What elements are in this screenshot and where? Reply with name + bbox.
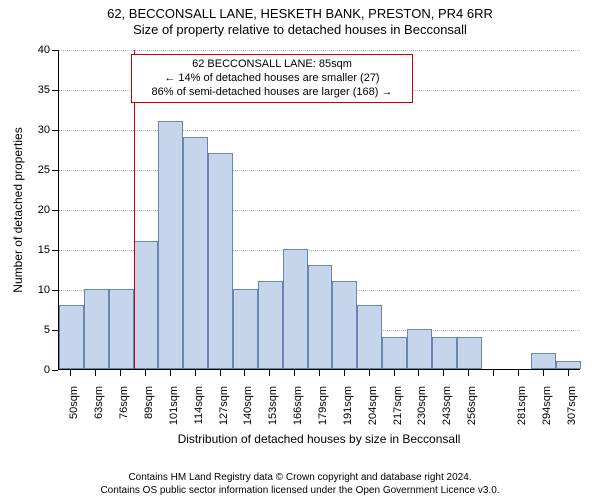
x-tick-label: 281sqm — [516, 386, 528, 425]
x-axis-title: Distribution of detached houses by size … — [178, 432, 461, 446]
x-tick — [120, 370, 121, 376]
x-tick-label: 243sqm — [441, 386, 453, 425]
x-tick-label: 127sqm — [218, 386, 230, 425]
x-tick-label: 179sqm — [317, 386, 329, 425]
x-tick — [220, 370, 221, 376]
histogram-bar — [382, 337, 407, 369]
y-tick — [52, 50, 58, 51]
footer-attribution: Contains HM Land Registry data © Crown c… — [0, 472, 600, 497]
y-tick-label: 35 — [38, 84, 50, 96]
x-tick-label: 217sqm — [392, 386, 404, 425]
y-tick-label: 30 — [38, 124, 50, 136]
histogram-bar — [59, 305, 84, 369]
histogram-bar — [531, 353, 556, 369]
grid-line — [59, 50, 580, 51]
x-tick-label: 204sqm — [367, 386, 379, 425]
x-tick — [269, 370, 270, 376]
x-tick — [394, 370, 395, 376]
x-tick-label: 191sqm — [342, 386, 354, 425]
title-block: 62, BECCONSALL LANE, HESKETH BANK, PREST… — [0, 0, 600, 39]
x-tick-label: 256sqm — [466, 386, 478, 425]
x-tick — [518, 370, 519, 376]
histogram-bar — [233, 289, 258, 369]
y-tick — [52, 170, 58, 171]
histogram-bar — [407, 329, 432, 369]
histogram-bar — [283, 249, 308, 369]
y-tick-label: 20 — [38, 204, 50, 216]
title-line-1: 62, BECCONSALL LANE, HESKETH BANK, PREST… — [0, 6, 600, 22]
footer-line-2: Contains OS public sector information li… — [0, 485, 600, 498]
x-tick — [468, 370, 469, 376]
y-tick-label: 40 — [38, 44, 50, 56]
y-tick-label: 5 — [44, 324, 50, 336]
grid-line — [59, 170, 580, 171]
histogram-bar — [84, 289, 109, 369]
annotation-line: 62 BECCONSALL LANE: 85sqm — [138, 58, 406, 72]
histogram-bar — [332, 281, 357, 369]
y-axis-title: Number of detached properties — [11, 127, 25, 292]
histogram-bar — [208, 153, 233, 369]
x-tick — [418, 370, 419, 376]
x-tick — [70, 370, 71, 376]
annotation-line: ← 14% of detached houses are smaller (27… — [138, 72, 406, 86]
x-tick-label: 50sqm — [68, 386, 80, 419]
x-tick-label: 140sqm — [242, 386, 254, 425]
x-tick-label: 63sqm — [93, 386, 105, 419]
histogram-bar — [183, 137, 208, 369]
x-tick — [543, 370, 544, 376]
chart-container: 62, BECCONSALL LANE, HESKETH BANK, PREST… — [0, 0, 600, 500]
y-tick — [52, 370, 58, 371]
x-tick — [170, 370, 171, 376]
histogram-bar — [357, 305, 382, 369]
y-tick-label: 15 — [38, 244, 50, 256]
grid-line — [59, 130, 580, 131]
annotation-line: 86% of semi-detached houses are larger (… — [138, 86, 406, 100]
x-tick — [195, 370, 196, 376]
y-tick-label: 25 — [38, 164, 50, 176]
footer-line-1: Contains HM Land Registry data © Crown c… — [0, 472, 600, 485]
histogram-bar — [457, 337, 482, 369]
x-tick — [568, 370, 569, 376]
annotation-box: 62 BECCONSALL LANE: 85sqm← 14% of detach… — [131, 54, 413, 103]
y-tick — [52, 250, 58, 251]
histogram-bar — [432, 337, 457, 369]
y-tick — [52, 290, 58, 291]
x-tick — [369, 370, 370, 376]
x-tick-label: 114sqm — [193, 386, 205, 424]
histogram-plot: 62 BECCONSALL LANE: 85sqm← 14% of detach… — [58, 50, 580, 370]
x-tick-label: 101sqm — [168, 386, 180, 425]
y-tick — [52, 210, 58, 211]
histogram-bar — [158, 121, 183, 369]
x-tick-label: 89sqm — [143, 386, 155, 419]
x-tick — [443, 370, 444, 376]
x-tick-label: 153sqm — [267, 386, 279, 425]
x-tick — [95, 370, 96, 376]
x-tick-label: 166sqm — [292, 386, 304, 425]
x-tick — [319, 370, 320, 376]
title-line-2: Size of property relative to detached ho… — [0, 22, 600, 38]
histogram-bar — [258, 281, 283, 369]
histogram-bar — [556, 361, 581, 369]
histogram-bar — [134, 241, 159, 369]
x-tick — [145, 370, 146, 376]
histogram-bar — [308, 265, 333, 369]
y-tick — [52, 90, 58, 91]
y-tick-label: 10 — [38, 284, 50, 296]
x-tick-label: 307sqm — [566, 386, 578, 425]
y-tick — [52, 330, 58, 331]
x-tick-label: 76sqm — [118, 386, 130, 419]
y-tick-label: 0 — [44, 364, 50, 376]
x-tick — [493, 370, 494, 376]
x-tick — [244, 370, 245, 376]
grid-line — [59, 210, 580, 211]
x-tick-label: 230sqm — [416, 386, 428, 425]
histogram-bar — [109, 289, 134, 369]
x-tick — [344, 370, 345, 376]
x-tick-label: 294sqm — [541, 386, 553, 425]
y-tick — [52, 130, 58, 131]
x-tick — [294, 370, 295, 376]
